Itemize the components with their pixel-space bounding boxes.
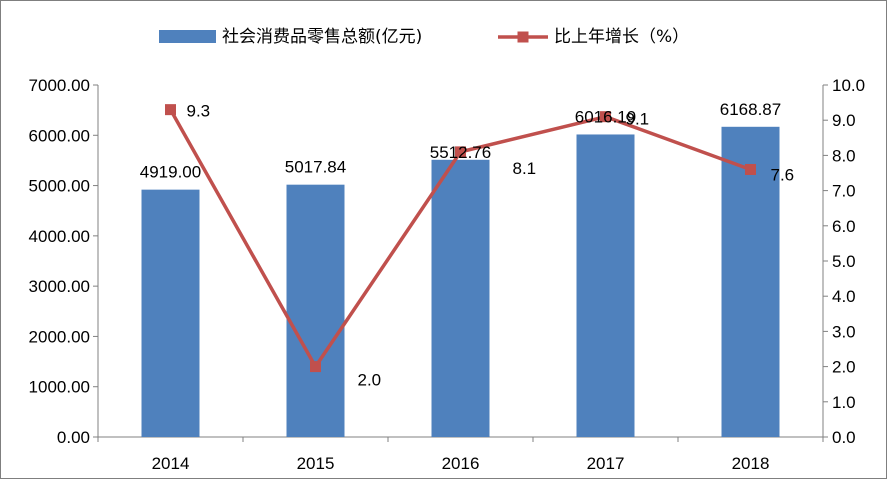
y-right-tick-label: 5.0 xyxy=(832,252,856,271)
legend-bar-swatch xyxy=(159,30,216,43)
legend: 社会消费品零售总额(亿元) 比上年增长（%） xyxy=(159,27,689,47)
y-right-tick-label: 7.0 xyxy=(832,182,856,201)
x-tick-label: 2017 xyxy=(587,454,625,473)
data-labels: 4919.00 5017.84 5512.76 6016.19 6168.87 9.3 2.… xyxy=(140,100,794,390)
bar-2016 xyxy=(431,159,490,437)
x-tick-label: 2016 xyxy=(442,454,480,473)
y-right-tick-label: 3.0 xyxy=(832,322,856,341)
y-left-tick-label: 7000.00 xyxy=(29,76,90,95)
y-right-tick-label: 0.0 xyxy=(832,428,856,447)
bar-2017 xyxy=(576,134,635,437)
y-right-tick-label: 2.0 xyxy=(832,358,856,377)
growth-marker-2015 xyxy=(310,361,321,373)
y-left-tick-label: 0.00 xyxy=(57,428,90,447)
y-right-tick-label: 4.0 xyxy=(832,287,856,306)
growth-marker-2014 xyxy=(165,104,176,116)
y-right-tick-label: 10.0 xyxy=(832,76,865,95)
bar-data-label: 6168.87 xyxy=(720,100,781,119)
growth-marker-2018 xyxy=(745,163,756,175)
growth-marker-2016 xyxy=(455,146,466,158)
line-data-label: 7.6 xyxy=(771,165,795,184)
growth-marker-2017 xyxy=(600,111,611,123)
axes: 0.00 1000.00 2000.00 3000.00 4000.00 5000.00 6… xyxy=(29,76,866,473)
legend-line-marker xyxy=(517,31,529,43)
line-data-label: 2.0 xyxy=(358,371,382,390)
bar-data-label: 5017.84 xyxy=(285,158,346,177)
bar-data-label: 4919.00 xyxy=(140,163,201,182)
line-series xyxy=(165,104,756,373)
y-left-tick-label: 2000.00 xyxy=(29,327,90,346)
y-right-tick-label: 1.0 xyxy=(832,393,856,412)
bar-2015 xyxy=(286,184,345,437)
legend-bar-label: 社会消费品零售总额(亿元) xyxy=(222,27,422,47)
bar-series xyxy=(141,126,780,437)
bar-data-label: 5512.76 xyxy=(430,143,491,162)
legend-line-label: 比上年增长（%） xyxy=(554,27,689,47)
y-left-tick-label: 4000.00 xyxy=(29,227,90,246)
y-left-tick-label: 5000.00 xyxy=(29,177,90,196)
x-tick-label: 2015 xyxy=(297,454,335,473)
bar-data-label: 6016.19 xyxy=(575,107,636,126)
line-data-label: 8.1 xyxy=(513,159,537,178)
y-right-tick-label: 6.0 xyxy=(832,217,856,236)
y-right-tick-label: 9.0 xyxy=(832,111,856,130)
y-left-tick-label: 3000.00 xyxy=(29,277,90,296)
x-tick-label: 2014 xyxy=(152,454,190,473)
x-tick-label: 2018 xyxy=(732,454,770,473)
y-left-tick-label: 6000.00 xyxy=(29,126,90,145)
y-right-tick-label: 8.0 xyxy=(832,146,856,165)
bar-2018 xyxy=(721,126,780,437)
bar-2014 xyxy=(141,189,200,437)
line-data-label: 9.1 xyxy=(626,110,650,129)
line-data-label: 9.3 xyxy=(187,102,211,121)
y-left-tick-label: 1000.00 xyxy=(29,378,90,397)
